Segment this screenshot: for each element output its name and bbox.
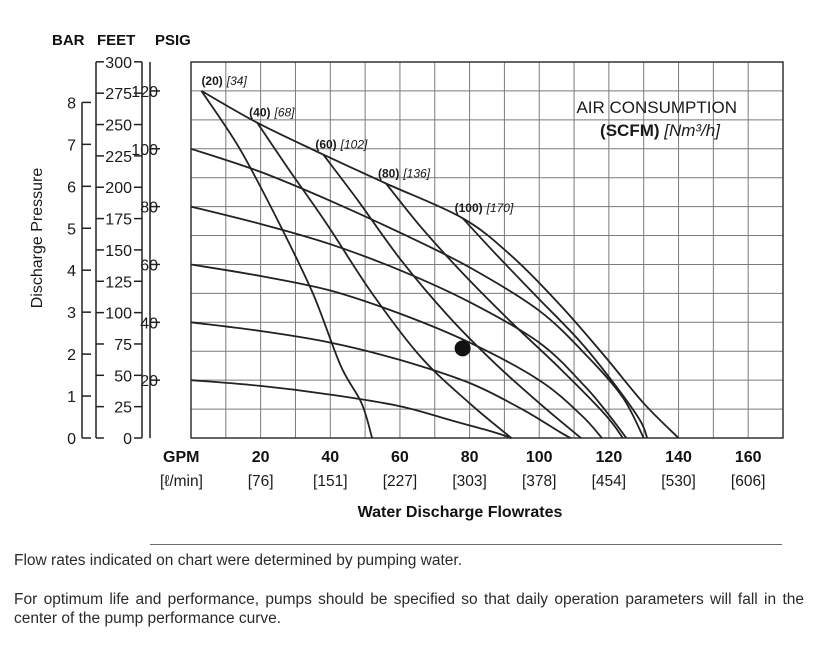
air-curve-nm3h: [34] bbox=[226, 74, 248, 88]
air-curve-scfm: (40) bbox=[249, 106, 270, 120]
legend-scfm: (SCFM) bbox=[600, 121, 664, 140]
axes: 2040608010012002550751001251501752002252… bbox=[29, 32, 765, 521]
x-tick-label-gpm: 160 bbox=[735, 449, 762, 466]
pump-performance-chart: 2040608010012002550751001251501752002252… bbox=[29, 32, 784, 521]
air-curve-100 bbox=[461, 217, 649, 439]
x-axis-title: Water Discharge Flowrates bbox=[358, 504, 563, 521]
legend-title: AIR CONSUMPTION bbox=[576, 98, 737, 117]
x-tick-label-lpm: [303] bbox=[452, 473, 486, 490]
air-curve-label: (20) [34] bbox=[201, 74, 247, 88]
feet-tick-label: 225 bbox=[105, 149, 132, 166]
air-curve-80 bbox=[385, 182, 624, 439]
feet-tick-label: 150 bbox=[105, 243, 132, 260]
feet-tick-label: 300 bbox=[105, 55, 132, 72]
x-tick-label-lpm: [606] bbox=[731, 473, 765, 490]
feet-tick-label: 0 bbox=[123, 431, 132, 448]
bar-tick-label: 1 bbox=[67, 389, 76, 406]
air-curve-40 bbox=[256, 122, 512, 439]
pressure-curve-60 bbox=[190, 263, 603, 439]
x-tick-label-gpm: 120 bbox=[596, 449, 623, 466]
bar-tick-label: 7 bbox=[67, 137, 76, 154]
pressure-curve-80 bbox=[190, 205, 628, 439]
note-flow-rates: Flow rates indicated on chart were deter… bbox=[14, 552, 463, 569]
x-tick-label-lpm: [151] bbox=[313, 473, 347, 490]
bar-tick-label: 3 bbox=[67, 305, 76, 322]
air-curve-scfm: (80) bbox=[378, 166, 399, 180]
x-tick-label-gpm: 60 bbox=[391, 449, 409, 466]
labels: (20) [34](40) [68](60) [102](80) [136](100)[… bbox=[201, 74, 737, 215]
plot-border bbox=[190, 61, 784, 439]
bar-tick-label: 6 bbox=[67, 179, 76, 196]
air-curve-nm3h: [68] bbox=[274, 106, 296, 120]
feet-tick-label: 250 bbox=[105, 118, 132, 135]
pressure-curve-40 bbox=[190, 321, 572, 439]
air-curve-60 bbox=[322, 154, 582, 439]
pressure-curve-120 bbox=[200, 90, 680, 439]
bar-tick-label: 0 bbox=[67, 431, 76, 448]
air-curve-label: (40) [68] bbox=[249, 106, 295, 120]
x-unit-lpm: [ℓ/min] bbox=[160, 473, 203, 490]
x-tick-label-gpm: 140 bbox=[665, 449, 692, 466]
pressure-curve-20 bbox=[190, 379, 512, 439]
air-curve-label: (100) [170] bbox=[455, 201, 514, 215]
air-curve-nm3h: [102] bbox=[340, 138, 368, 152]
air-curve-20 bbox=[200, 90, 373, 439]
x-tick-label-lpm: [530] bbox=[661, 473, 695, 490]
air-curve-nm3h: [170] bbox=[486, 201, 514, 215]
curves bbox=[190, 90, 680, 439]
bar-tick-label: 2 bbox=[67, 347, 76, 364]
x-tick-label-lpm: [227] bbox=[383, 473, 417, 490]
x-tick-label-lpm: [454] bbox=[592, 473, 626, 490]
air-curve-scfm: (60) bbox=[315, 138, 336, 152]
x-tick-label-lpm: [378] bbox=[522, 473, 556, 490]
psig-tick-label: 20 bbox=[140, 373, 158, 390]
unit-header-feet: FEET bbox=[97, 32, 135, 49]
unit-header-bar: BAR bbox=[52, 32, 85, 49]
feet-tick-label: 100 bbox=[105, 306, 132, 323]
x-tick-label-lpm: [76] bbox=[248, 473, 274, 490]
air-curve-label: (80) [136] bbox=[378, 166, 431, 180]
psig-tick-label: 40 bbox=[140, 315, 158, 332]
air-curve-label: (60) [102] bbox=[315, 138, 368, 152]
operating-point bbox=[454, 340, 471, 357]
feet-tick-label: 50 bbox=[114, 368, 132, 385]
unit-header-psig: PSIG bbox=[155, 32, 191, 49]
x-tick-label-gpm: 80 bbox=[461, 449, 479, 466]
psig-tick-label: 80 bbox=[140, 200, 158, 217]
x-unit-gpm: GPM bbox=[163, 449, 199, 466]
feet-tick-label: 125 bbox=[105, 274, 132, 291]
plot-area bbox=[191, 62, 783, 438]
bar-tick-label: 4 bbox=[67, 263, 76, 280]
divider-line bbox=[150, 544, 782, 545]
bar-tick-label: 8 bbox=[67, 95, 76, 112]
bar-tick-label: 5 bbox=[67, 221, 76, 238]
x-tick-label-gpm: 20 bbox=[252, 449, 270, 466]
psig-tick-label: 120 bbox=[131, 84, 158, 101]
air-curve-nm3h: [136] bbox=[402, 166, 430, 180]
psig-tick-label: 100 bbox=[131, 142, 158, 159]
y-axis-title: Discharge Pressure bbox=[29, 168, 46, 309]
psig-tick-label: 60 bbox=[140, 257, 158, 274]
feet-tick-label: 275 bbox=[105, 86, 132, 103]
air-curve-scfm: (100) bbox=[455, 201, 483, 215]
legend-nm3h: [Nm³/h] bbox=[663, 121, 721, 140]
pressure-curve-100 bbox=[190, 147, 645, 439]
air-curve-scfm: (20) bbox=[201, 74, 222, 88]
feet-tick-label: 75 bbox=[114, 337, 132, 354]
note-optimum-life: For optimum life and performance, pumps … bbox=[14, 591, 804, 627]
feet-tick-label: 200 bbox=[105, 180, 132, 197]
legend-subtitle: (SCFM) [Nm³/h] bbox=[600, 121, 721, 140]
feet-tick-label: 25 bbox=[114, 400, 132, 417]
feet-tick-label: 175 bbox=[105, 212, 132, 229]
x-tick-label-gpm: 40 bbox=[321, 449, 339, 466]
x-tick-label-gpm: 100 bbox=[526, 449, 553, 466]
